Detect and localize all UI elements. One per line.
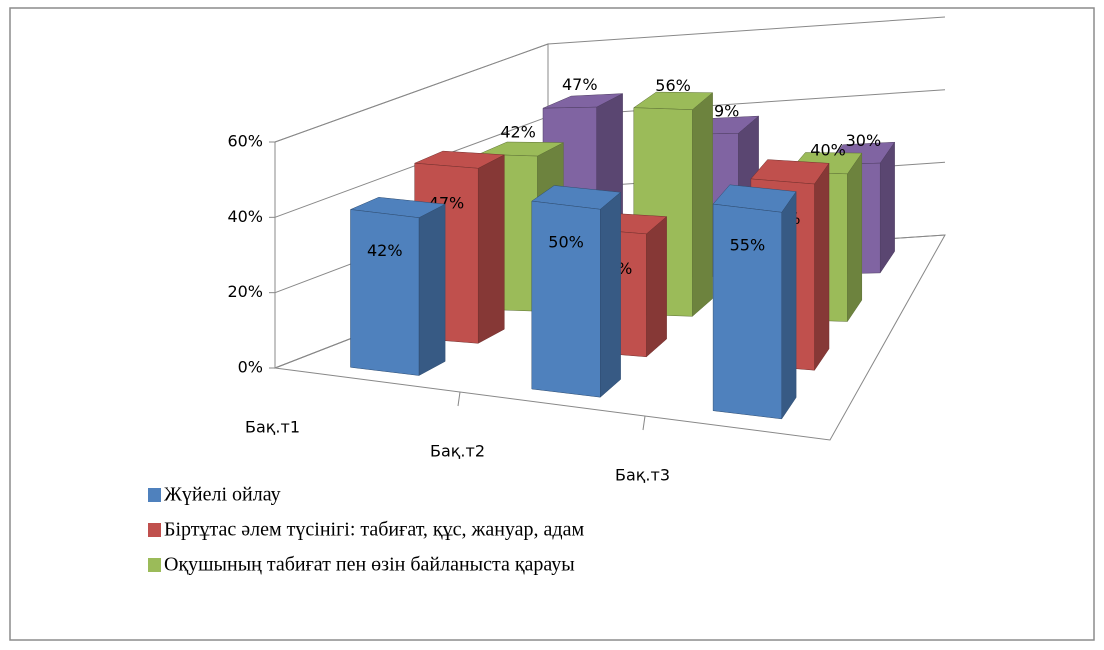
x-tick-label: Бақ.т2: [430, 442, 485, 461]
legend-label: Оқушының табиғат пен өзін байланыста қар…: [164, 554, 575, 576]
data-label: 42%: [500, 123, 536, 142]
bar-side: [418, 203, 446, 376]
y-tick-label: 20%: [227, 282, 263, 301]
data-label: 56%: [655, 76, 691, 95]
y-tick-label: 0%: [238, 358, 263, 377]
x-tick: [457, 391, 461, 407]
data-label: 50%: [548, 233, 584, 252]
bar-side: [814, 162, 830, 372]
grid-line: [274, 16, 946, 143]
data-label: 47%: [562, 75, 598, 94]
y-tick-label: 40%: [227, 207, 263, 226]
bar-side: [477, 154, 505, 344]
legend-label: Біртұтас әлем түсінігі: табиғат, құс, жа…: [164, 519, 584, 541]
legend-swatch: [148, 558, 161, 572]
bar-side: [600, 191, 621, 398]
legend-swatch: [148, 523, 161, 537]
bar-front: [350, 209, 420, 376]
bar: [712, 184, 797, 420]
bar-side: [692, 92, 713, 317]
x-tick-label: Бақ.т3: [615, 466, 670, 485]
bar: [531, 185, 622, 398]
data-label: 40%: [810, 140, 846, 159]
x-tick-label: Бақ.т1: [245, 418, 300, 437]
data-label: 30%: [846, 131, 882, 150]
legend-swatch: [148, 488, 161, 502]
bar-side: [781, 190, 797, 420]
bar-front: [712, 203, 782, 420]
data-label: 55%: [730, 236, 766, 255]
y-tick-label: 60%: [227, 132, 263, 151]
bar: [349, 197, 446, 376]
bar-side: [847, 152, 863, 323]
x-tick: [642, 415, 646, 431]
legend-label: Жүйелі ойлау: [164, 484, 281, 506]
data-label: 42%: [367, 241, 403, 260]
bar-side: [646, 216, 667, 358]
bar-side: [879, 141, 895, 274]
bar-front: [531, 200, 601, 398]
